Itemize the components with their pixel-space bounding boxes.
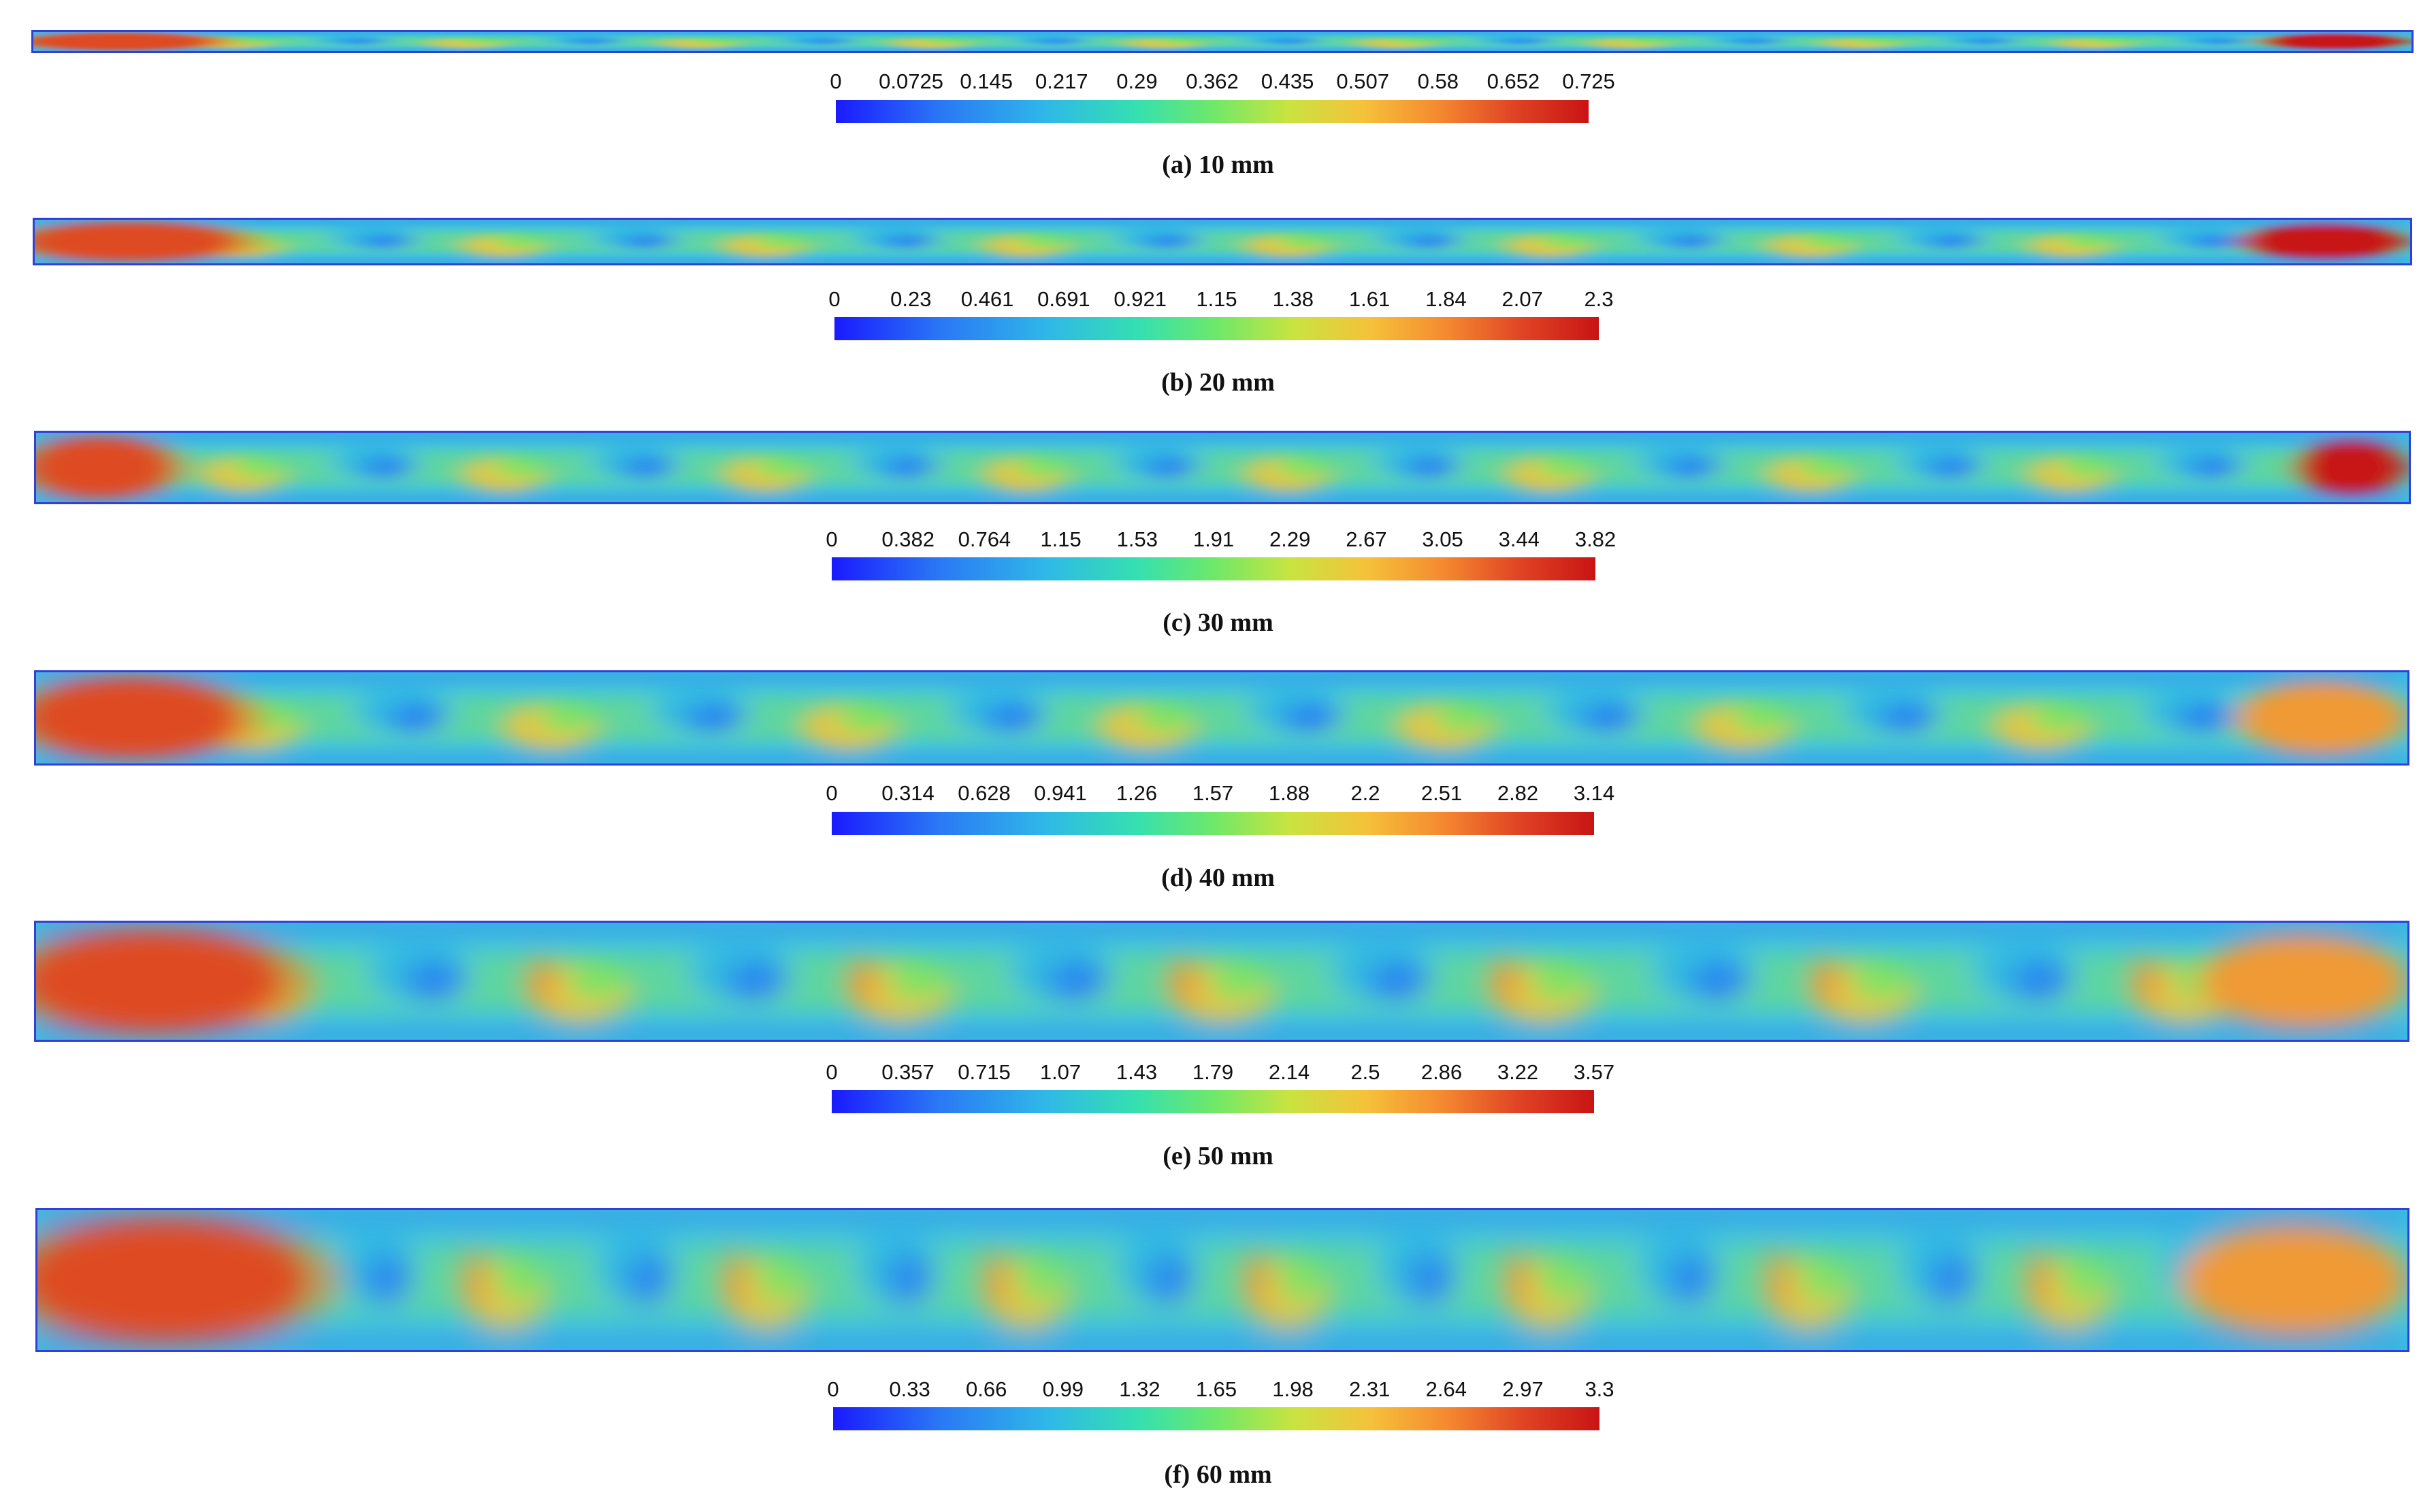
colorbar-ticks-c: 0 0.382 0.764 1.15 1.53 1.91 2.29 2.67 3.05 3.44 3… <box>826 526 1616 553</box>
caption-a: (a) 10 mm <box>1162 150 1274 179</box>
colorbar-ticks-f: 0 0.33 0.66 0.99 1.32 1.65 1.98 2.31 2.64 2.97 3.3 <box>827 1376 1614 1403</box>
colorbar-tick-label: 2.82 <box>1497 781 1539 805</box>
colorbar-tick-label: 2.31 <box>1349 1377 1391 1401</box>
colorbar-tick-label: 1.15 <box>1040 527 1082 551</box>
colorbar-tick-label: 0 <box>826 527 838 551</box>
colorbar-tick-label: 2.14 <box>1268 1060 1310 1084</box>
colorbar-ticks-e: 0 0.357 0.715 1.07 1.43 1.79 2.14 2.5 2.86 3.22 3.… <box>826 1059 1614 1086</box>
colorbar-tick-label: 0.23 <box>890 287 932 311</box>
colorbar-tick-label: 0.99 <box>1042 1377 1084 1401</box>
colorbar-tick-label: 2.3 <box>1584 287 1614 311</box>
colorbar-tick-label: 1.57 <box>1192 781 1234 805</box>
caption-e: (e) 50 mm <box>1163 1142 1273 1170</box>
colorbar-tick-label: 0.314 <box>881 781 935 805</box>
colorbar-tick-label: 1.07 <box>1039 1060 1082 1084</box>
contour-plot <box>37 1210 2407 1350</box>
colorbar-tick-label: 0.357 <box>881 1060 935 1084</box>
colorbar-tick-label: 1.15 <box>1196 287 1237 311</box>
contour-field-e <box>34 921 2409 1042</box>
caption-d: (d) 40 mm <box>1161 864 1275 892</box>
colorbar-c <box>832 557 1595 580</box>
colorbar-tick-label: 1.43 <box>1116 1060 1158 1084</box>
colorbar-tick-label: 3.57 <box>1573 1060 1615 1084</box>
colorbar-d <box>832 812 1594 835</box>
colorbar-a <box>836 100 1589 123</box>
colorbar-tick-label: 2.07 <box>1501 287 1543 311</box>
colorbar-e <box>832 1090 1594 1113</box>
colorbar-tick-label: 1.53 <box>1116 527 1158 551</box>
colorbar-tick-label: 2.86 <box>1420 1060 1463 1084</box>
colorbar-ticks-d: 0 0.314 0.628 0.941 1.26 1.57 1.88 2.2 2.51 2.82 3… <box>826 780 1614 807</box>
contour-field-f <box>35 1208 2409 1352</box>
colorbar-tick-label: 1.26 <box>1116 781 1158 805</box>
colorbar-tick-label: 0.29 <box>1116 69 1158 93</box>
colorbar-tick-label: 2.64 <box>1425 1377 1467 1401</box>
colorbar-tick-label: 3.82 <box>1574 527 1617 551</box>
colorbar-tick-label: 1.84 <box>1425 287 1467 311</box>
colorbar-tick-label: 1.98 <box>1272 1377 1314 1401</box>
colorbar-b <box>834 317 1599 340</box>
colorbar-tick-label: 2.67 <box>1346 527 1387 551</box>
colorbar-tick-label: 2.2 <box>1350 781 1380 805</box>
colorbar-f <box>833 1407 1599 1430</box>
contour-field-d <box>34 670 2409 766</box>
colorbar-tick-label: 0.461 <box>960 287 1014 311</box>
colorbar-tick-label: 3.22 <box>1497 1060 1539 1084</box>
colorbar-tick-label: 2.51 <box>1420 781 1463 805</box>
colorbar-tick-label: 0 <box>828 287 841 311</box>
colorbar-tick-label: 0.725 <box>1562 69 1615 93</box>
caption-b: (b) 20 mm <box>1161 368 1275 397</box>
colorbar-tick-label: 1.91 <box>1192 527 1235 551</box>
caption-c: (c) 30 mm <box>1163 608 1273 637</box>
colorbar-tick-label: 2.29 <box>1269 527 1311 551</box>
colorbar-ticks-b: 0 0.23 0.461 0.691 0.921 1.15 1.38 1.61 1.84 2.07… <box>828 286 1613 313</box>
colorbar-tick-label: 0.941 <box>1034 781 1087 805</box>
colorbar-tick-label: 0.0725 <box>879 69 944 93</box>
caption-f: (f) 60 mm <box>1164 1460 1272 1489</box>
contour-field-b <box>33 218 2412 265</box>
colorbar-tick-label: 3.05 <box>1422 527 1463 551</box>
colorbar-tick-label: 1.65 <box>1195 1377 1237 1401</box>
colorbar-tick-label: 1.32 <box>1119 1377 1160 1401</box>
colorbar-tick-label: 3.44 <box>1498 527 1540 551</box>
colorbar-tick-label: 0.362 <box>1186 69 1239 93</box>
colorbar-tick-label: 1.38 <box>1272 287 1314 311</box>
colorbar-tick-label: 2.97 <box>1502 1377 1544 1401</box>
colorbar-tick-label: 1.61 <box>1348 287 1391 311</box>
colorbar-tick-label: 0.382 <box>881 527 935 551</box>
contour-field-c <box>34 431 2411 504</box>
colorbar-tick-label: 1.88 <box>1268 781 1310 805</box>
colorbar-tick-label: 0.58 <box>1417 69 1459 93</box>
colorbar-tick-label: 3.14 <box>1573 781 1615 805</box>
contour-plot <box>36 433 2409 502</box>
colorbar-tick-label: 0.764 <box>958 527 1011 551</box>
colorbar-tick-label: 0.507 <box>1336 69 1389 93</box>
colorbar-tick-label: 0.66 <box>966 1377 1007 1401</box>
colorbar-tick-label: 0.921 <box>1114 287 1167 311</box>
colorbar-tick-label: 2.5 <box>1350 1060 1380 1084</box>
colorbar-tick-label: 0 <box>830 69 842 93</box>
colorbar-tick-label: 0.652 <box>1487 69 1540 93</box>
contour-field-a <box>31 30 2414 53</box>
contour-plot <box>33 32 2411 51</box>
colorbar-ticks-a: 0 0.0725 0.145 0.217 0.29 0.362 0.435 0.507 0.58… <box>830 68 1614 95</box>
colorbar-tick-label: 0.435 <box>1261 69 1314 93</box>
colorbar-tick-label: 0.33 <box>889 1377 930 1401</box>
contour-plot <box>36 672 2407 763</box>
contour-plot <box>35 220 2410 263</box>
contour-plot <box>36 923 2407 1040</box>
colorbar-tick-label: 0.691 <box>1037 287 1090 311</box>
colorbar-tick-label: 3.3 <box>1585 1377 1614 1401</box>
colorbar-tick-label: 0.217 <box>1035 69 1088 93</box>
colorbar-tick-label: 0.715 <box>958 1060 1011 1084</box>
colorbar-tick-label: 1.79 <box>1192 1060 1234 1084</box>
colorbar-tick-label: 0.628 <box>958 781 1011 805</box>
colorbar-tick-label: 0 <box>826 1060 838 1084</box>
colorbar-tick-label: 0 <box>826 781 838 805</box>
colorbar-tick-label: 0 <box>827 1377 839 1401</box>
colorbar-tick-label: 0.145 <box>960 69 1013 93</box>
